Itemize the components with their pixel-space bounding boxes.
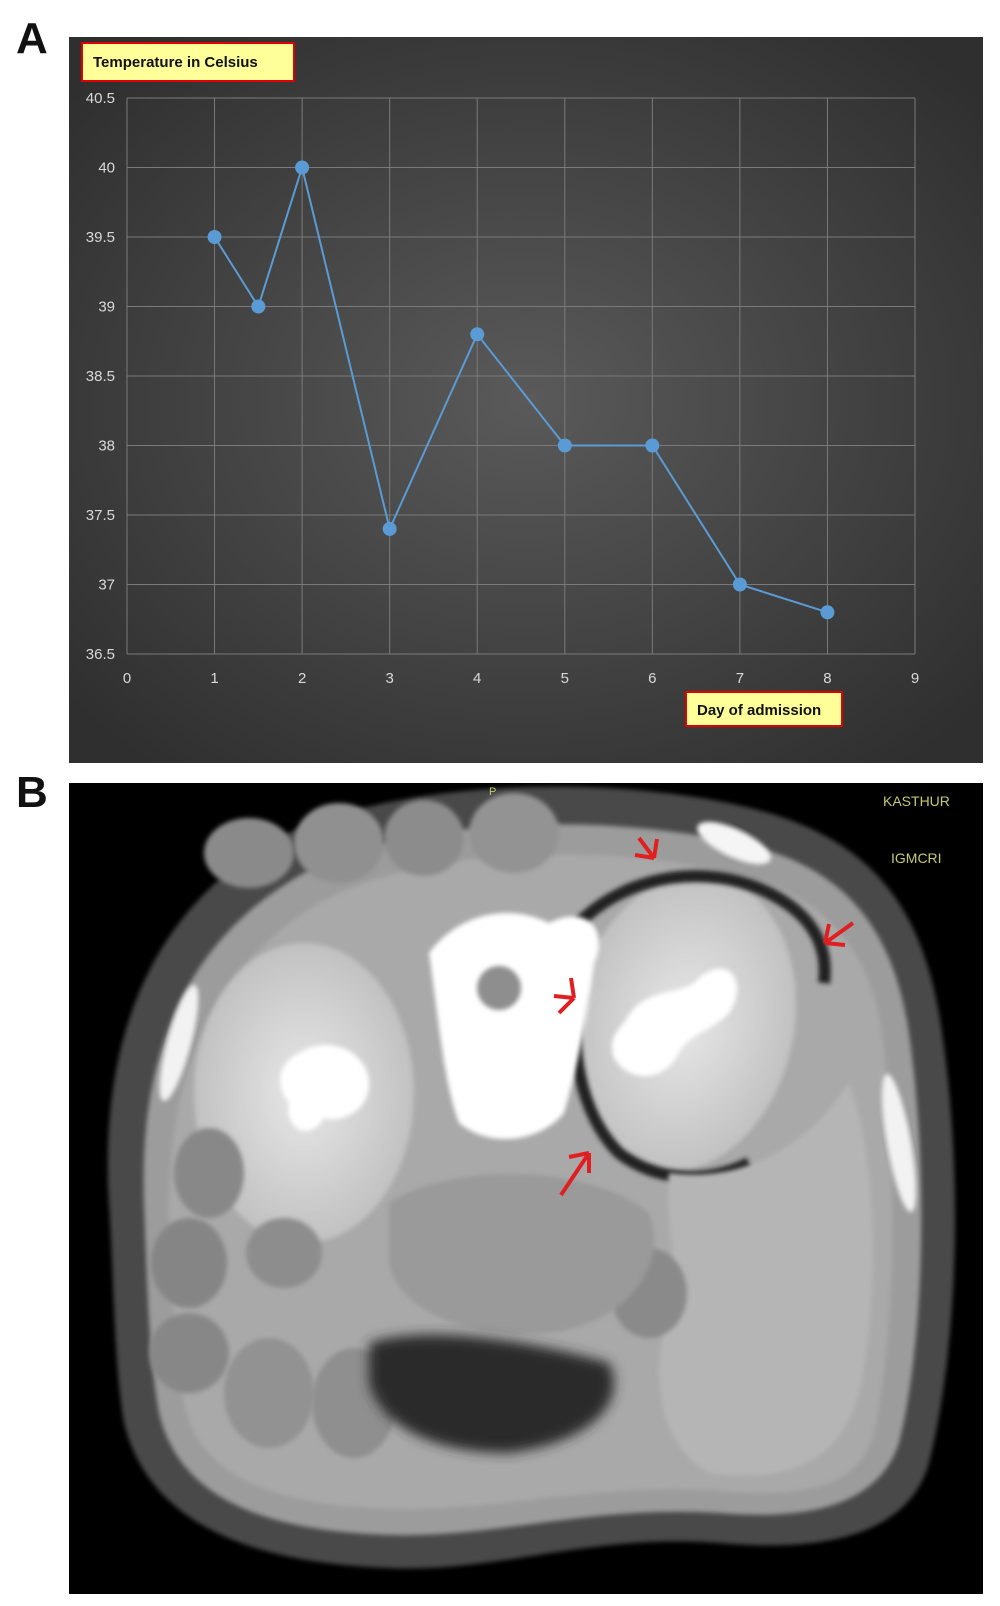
x-tick-label: 2 bbox=[298, 670, 306, 687]
data-point bbox=[557, 438, 572, 453]
x-tick-label: 9 bbox=[911, 670, 919, 687]
y-tick-label: 36.5 bbox=[86, 646, 115, 663]
data-point bbox=[732, 577, 747, 592]
y-tick-label: 38.5 bbox=[86, 368, 115, 385]
x-tick-label: 5 bbox=[561, 670, 569, 687]
x-tick-label: 4 bbox=[473, 670, 481, 687]
x-tick-label: 3 bbox=[385, 670, 393, 687]
y-tick-label: 40.5 bbox=[86, 90, 115, 107]
x-tick-label: 8 bbox=[823, 670, 831, 687]
data-point bbox=[251, 299, 266, 314]
y-tick-label: 38 bbox=[98, 438, 115, 455]
ct-overlay-igmcri: IGMCRI bbox=[891, 850, 942, 866]
red-arrows bbox=[553, 836, 855, 1197]
y-tick-label: 37.5 bbox=[86, 507, 115, 524]
x-axis-label-box: Day of admission bbox=[685, 691, 843, 727]
arrow-1 bbox=[634, 836, 659, 860]
y-tick-label: 37 bbox=[98, 577, 115, 594]
liver-spleen bbox=[659, 1083, 873, 1476]
bowel-loops bbox=[149, 793, 687, 1458]
arrow-3 bbox=[553, 977, 576, 1015]
x-tick-label: 7 bbox=[736, 670, 744, 687]
temperature-chart: 0 1 2 3 4 5 6 7 8 9 36.5 37 37.5 38 38.5 39 39.5 40 40.5 T… bbox=[69, 37, 983, 763]
data-point bbox=[470, 327, 485, 342]
arrow-4 bbox=[559, 1151, 591, 1197]
arrow-2 bbox=[823, 921, 855, 947]
ribs bbox=[159, 821, 916, 1212]
chart-background bbox=[69, 37, 983, 763]
data-point bbox=[645, 438, 660, 453]
data-point bbox=[207, 230, 222, 244]
x-tick-label: 0 bbox=[123, 670, 131, 687]
data-point bbox=[382, 521, 397, 536]
right-kidney bbox=[194, 943, 414, 1243]
y-tick-label: 39.5 bbox=[86, 229, 115, 246]
aorta-vertebra bbox=[429, 913, 599, 1140]
chart-title: Temperature in Celsius bbox=[93, 54, 258, 71]
data-point bbox=[820, 605, 835, 620]
panel-b-label: B bbox=[16, 768, 48, 817]
y-tick-label: 40 bbox=[98, 160, 115, 177]
ct-scan-image: KASTHUR IGMCRI P bbox=[69, 783, 983, 1594]
y-tick-label: 39 bbox=[98, 299, 115, 316]
x-tick-label: 1 bbox=[210, 670, 218, 687]
data-point bbox=[295, 160, 310, 175]
panel-a-label: A bbox=[16, 14, 48, 63]
ct-overlay-kasthur: KASTHUR bbox=[883, 793, 950, 809]
left-kidney bbox=[571, 874, 797, 1172]
ct-overlay-p: P bbox=[489, 786, 496, 798]
chart-title-box: Temperature in Celsius bbox=[81, 42, 295, 82]
x-axis-label: Day of admission bbox=[697, 702, 821, 719]
x-tick-label: 6 bbox=[648, 670, 656, 687]
